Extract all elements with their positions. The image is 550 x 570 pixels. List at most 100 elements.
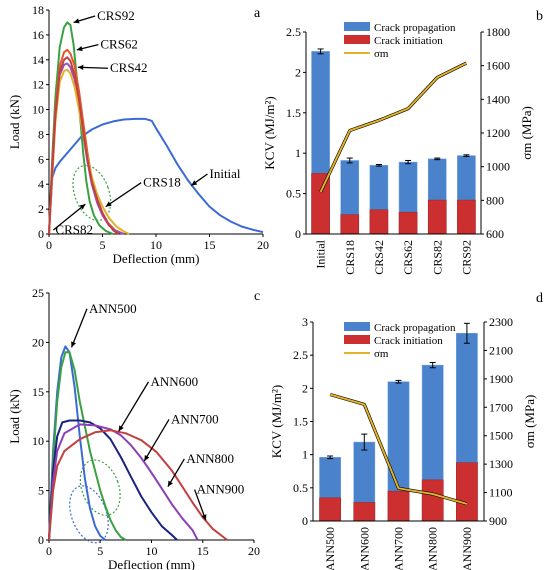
y2-tick-label: 1100 — [489, 486, 513, 500]
annotation-label: ANN800 — [186, 451, 234, 466]
y2-tick-label: 2100 — [489, 343, 513, 357]
y-tick-label: 1.5 — [286, 106, 301, 120]
x-axis-label: Deflection (mm) — [113, 251, 200, 266]
y2-tick-label: 1500 — [489, 429, 513, 443]
x-tick-label: 0 — [46, 238, 52, 252]
arrow-head — [144, 454, 150, 461]
series-line-ann900 — [48, 429, 228, 541]
y2-tick-label: 1900 — [489, 372, 513, 386]
bar-crack-initiation — [369, 209, 389, 235]
category-label: CRS18 — [343, 240, 357, 275]
annotation-arrow — [105, 182, 142, 208]
series-line-ann700 — [48, 419, 178, 541]
y2-tick-label: 1300 — [489, 457, 513, 471]
arrow-head — [167, 480, 173, 487]
bar-crack-initiation — [311, 173, 330, 235]
highlight-ellipse — [79, 459, 121, 516]
category-label: ANN500 — [323, 527, 337, 570]
y2-tick-label: 600 — [486, 227, 504, 241]
y2-tick-label: 1400 — [486, 92, 510, 106]
y-tick-label: 0.5 — [293, 481, 308, 495]
sigma-line — [329, 393, 468, 505]
annotation-arrow — [143, 419, 170, 462]
annotation-label: CRS62 — [100, 37, 138, 52]
annotation-arrow — [118, 381, 150, 432]
y-tick-label: 2 — [302, 381, 308, 395]
y-tick-label: 0 — [38, 227, 44, 241]
y-tick-label: 1 — [302, 448, 308, 462]
panel-letter: d — [536, 291, 543, 306]
y-tick-label: 1.5 — [293, 415, 308, 429]
y2-tick-label: 1600 — [486, 59, 510, 73]
y-tick-label: 10 — [32, 103, 44, 117]
bar-crack-initiation — [421, 479, 444, 522]
y2-tick-label: 900 — [489, 514, 507, 528]
panel-letter: b — [536, 9, 543, 24]
legend-label: Crack propagation — [374, 22, 456, 34]
bar-crack-initiation — [457, 199, 476, 235]
arrow-head — [71, 341, 76, 348]
annotation-label: ANN500 — [89, 301, 137, 316]
annotation-label: CRS82 — [55, 222, 93, 237]
bar-crack-initiation — [427, 199, 447, 235]
arrow-head — [73, 18, 80, 24]
category-label: CRS82 — [430, 240, 444, 275]
y-tick-label: 0.5 — [286, 187, 301, 201]
y-axis-label: KCV (MJ/m²) — [262, 96, 277, 169]
annotation-arrow — [53, 203, 86, 231]
annotation-arrow — [70, 308, 88, 348]
y2-tick-label: 1000 — [486, 160, 510, 174]
y2-tick-label: 1700 — [489, 400, 513, 414]
legend-swatch-initiation — [344, 335, 370, 344]
y-tick-label: 6 — [38, 152, 44, 166]
y-tick-label: 2 — [38, 202, 44, 216]
highlight-ellipse — [72, 164, 112, 222]
y-tick-label: 5 — [38, 484, 44, 498]
y-tick-label: 20 — [32, 335, 44, 349]
y-tick-label: 2 — [295, 65, 301, 79]
arrow-head — [118, 425, 124, 432]
panel-b: Initial CRS18 CRS42 CRS62 CRS82 CRS92 0 0.5 1 1.5… — [262, 9, 543, 275]
y2-axis-label: σm (MPa) — [522, 395, 537, 449]
panel-a: 0 2 4 6 8 10 12 14 16 18 0 5 10 15 20 Deflection (mm) Lo… — [7, 3, 269, 266]
series-line-crs18 — [48, 68, 130, 235]
y-tick-label: 2.5 — [286, 25, 301, 39]
legend-label: Crack initiation — [374, 35, 443, 47]
x-tick-label: 20 — [248, 544, 260, 558]
category-label: CRS42 — [372, 240, 386, 275]
x-axis-label: Deflection (mm) — [108, 557, 195, 570]
series-line-ann600 — [48, 351, 127, 541]
y-axis-label: Load (kN) — [7, 95, 22, 150]
x-tick-label: 15 — [204, 238, 216, 252]
bar-crack-initiation — [353, 502, 376, 522]
y-tick-label: 4 — [38, 177, 44, 191]
y-tick-label: 25 — [32, 286, 44, 300]
y2-axis-label: σm (MPa) — [519, 106, 534, 160]
annotation-label: ANN900 — [197, 482, 245, 497]
legend-swatch-propagation — [344, 322, 370, 331]
legend-label: Crack initiation — [374, 335, 443, 347]
arrow-head — [77, 64, 84, 71]
annotation-label: ANN700 — [171, 411, 219, 426]
legend-swatch-propagation — [344, 22, 370, 31]
series-line-initial — [48, 117, 264, 235]
y-tick-label: 1 — [295, 146, 301, 160]
y-axis-label: Load (kN) — [7, 389, 22, 444]
arrow-head — [201, 514, 207, 521]
series-line-ann500 — [48, 345, 107, 541]
y2-tick-label: 800 — [486, 193, 504, 207]
annotation-label: CRS92 — [97, 8, 135, 23]
sigma-line — [319, 62, 467, 193]
y-tick-label: 8 — [38, 127, 44, 141]
y-tick-label: 15 — [32, 385, 44, 399]
y-tick-label: 10 — [32, 434, 44, 448]
category-label: Initial — [314, 239, 328, 268]
arrow-head — [79, 204, 86, 210]
arrow-head — [76, 46, 83, 52]
legend-label: σm — [374, 48, 389, 60]
arrow-head — [191, 180, 198, 186]
y-tick-label: 0 — [302, 514, 308, 528]
